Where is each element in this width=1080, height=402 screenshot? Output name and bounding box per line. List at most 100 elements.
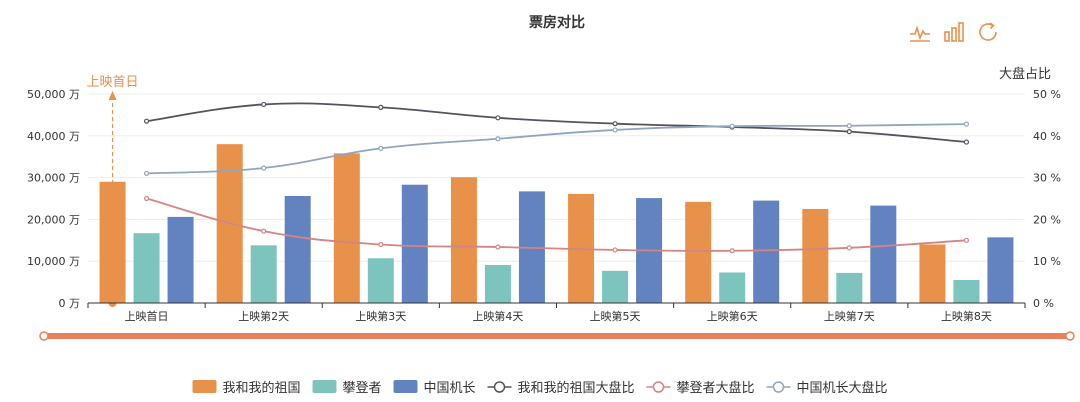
line-point[interactable] — [846, 129, 852, 135]
zoom-handle-left[interactable] — [39, 331, 49, 341]
bar[interactable] — [401, 184, 428, 303]
legend-swatch — [192, 380, 217, 393]
y-right-tick-label: 50 % — [1033, 88, 1061, 101]
bar[interactable] — [802, 208, 829, 303]
line-point[interactable] — [846, 123, 852, 129]
line-point[interactable] — [846, 245, 852, 251]
y-left-tick-label: 30,000 万 — [27, 172, 80, 185]
bar[interactable] — [870, 205, 897, 303]
line-point[interactable] — [729, 248, 735, 254]
line-point[interactable] — [612, 121, 618, 127]
legend-label: 攀登者 — [343, 381, 382, 396]
series-line[interactable] — [146, 197, 967, 252]
legend-item[interactable]: 攀登者 — [312, 380, 382, 396]
line-point[interactable] — [143, 170, 150, 177]
line-point[interactable] — [143, 118, 150, 124]
line-point[interactable] — [612, 247, 618, 253]
legend-swatch-marker — [772, 381, 785, 393]
y-right-tick-label: 10 % — [1033, 255, 1061, 268]
y-left-tick-label: 0 万 — [59, 297, 81, 310]
restore-icon[interactable] — [976, 20, 1000, 44]
legend-swatch — [393, 380, 418, 393]
line-chart-icon[interactable] — [908, 20, 932, 44]
x-tick-label: 上映第7天 — [824, 309, 875, 323]
bar[interactable] — [836, 272, 863, 303]
data-zoom-slider — [39, 331, 1075, 341]
bar[interactable] — [719, 272, 746, 303]
bar[interactable] — [99, 181, 126, 303]
bar[interactable] — [953, 280, 980, 303]
y-right-tick-label: 20 % — [1033, 213, 1061, 226]
line-point[interactable] — [495, 115, 501, 121]
legend-swatch-marker — [652, 381, 665, 393]
bar[interactable] — [450, 177, 477, 303]
y-left-tick-label: 40,000 万 — [27, 130, 80, 143]
line-point[interactable] — [963, 237, 970, 243]
lines — [143, 101, 970, 254]
bar[interactable] — [250, 245, 277, 303]
legend-item[interactable]: 我和我的祖国 — [192, 380, 301, 396]
series-line[interactable] — [146, 123, 967, 175]
x-tick-label: 上映第6天 — [707, 309, 758, 323]
legend-item[interactable]: 中国机长大盘比 — [766, 380, 888, 396]
x-tick-label: 上映第4天 — [472, 309, 523, 323]
line-point[interactable] — [729, 123, 735, 129]
legend-label: 我和我的祖国 — [223, 380, 301, 396]
bar-chart-icon[interactable] — [942, 20, 966, 44]
line-point[interactable] — [495, 136, 501, 142]
line-point[interactable] — [963, 121, 970, 127]
axes: 0 万 10,000 万 20,000 万 30,000 万 40,000 万 50,00… — [27, 88, 1061, 323]
bar[interactable] — [484, 264, 511, 303]
bar[interactable] — [919, 244, 946, 303]
bar[interactable] — [333, 153, 360, 303]
legend-item[interactable]: 攀登者大盘比 — [646, 380, 755, 396]
y-right-tick-label: 0 % — [1033, 297, 1054, 310]
bar[interactable] — [685, 201, 712, 303]
grid-lines — [88, 93, 1025, 262]
zoom-handle-right[interactable] — [1065, 331, 1075, 341]
zoom-bar[interactable] — [44, 333, 1070, 339]
line-point[interactable] — [143, 195, 150, 202]
legend-label: 我和我的祖国大盘比 — [518, 380, 635, 396]
bar[interactable] — [367, 258, 394, 303]
y-right-tick-label: 40 % — [1033, 130, 1061, 143]
chart-title: 票房对比 — [529, 14, 585, 31]
line-point[interactable] — [495, 244, 501, 250]
mark-line-label: 上映首日 — [87, 75, 139, 90]
line-point[interactable] — [261, 228, 267, 234]
x-tick-label: 上映第2天 — [238, 309, 289, 323]
legend-label: 中国机长大盘比 — [797, 380, 888, 396]
legend-label: 中国机长 — [424, 381, 476, 396]
legend-item[interactable]: 我和我的祖国大盘比 — [487, 380, 635, 396]
legend-swatch — [312, 380, 337, 393]
mark-line-arrow — [108, 91, 117, 100]
y-left-tick-label: 20,000 万 — [27, 213, 80, 226]
y-left-tick-label: 50,000 万 — [27, 88, 80, 101]
x-tick-label: 上映首日 — [125, 309, 169, 323]
bar[interactable] — [167, 216, 194, 303]
x-tick-label: 上映第3天 — [355, 309, 406, 323]
y-left-tick-label: 10,000 万 — [27, 255, 80, 268]
line-point[interactable] — [378, 104, 384, 110]
bar[interactable] — [284, 195, 311, 303]
x-tick-label: 上映第8天 — [941, 309, 992, 323]
line-point[interactable] — [612, 127, 618, 133]
x-tick-label: 上映第5天 — [590, 309, 641, 323]
right-axis-label: 大盘占比 — [999, 66, 1051, 82]
legend: 我和我的祖国 攀登者 中国机长 我和我的祖国大盘比 攀登者大盘比 中国机长大盘比 — [192, 380, 888, 396]
bar[interactable] — [987, 237, 1014, 303]
series-line[interactable] — [146, 102, 967, 143]
line-point[interactable] — [378, 241, 384, 248]
bars — [99, 144, 1014, 303]
line-point[interactable] — [261, 101, 267, 108]
bar[interactable] — [133, 233, 160, 303]
line-point[interactable] — [378, 145, 384, 151]
legend-swatch-marker — [493, 381, 506, 393]
legend-label: 攀登者大盘比 — [677, 380, 755, 396]
legend-item[interactable]: 中国机长 — [393, 380, 476, 396]
bar[interactable] — [753, 200, 780, 303]
bar[interactable] — [602, 270, 629, 303]
line-point[interactable] — [963, 139, 970, 145]
line-point[interactable] — [261, 165, 267, 171]
